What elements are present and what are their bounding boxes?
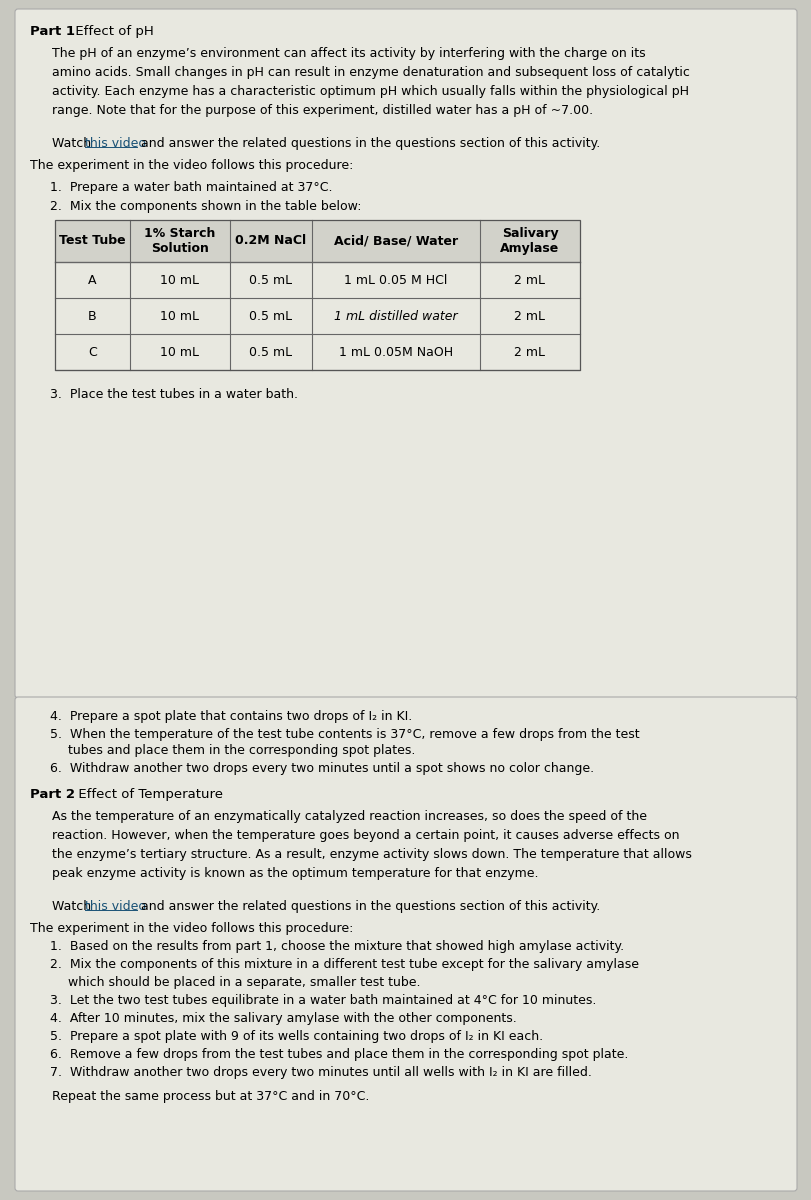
Text: 7.  Withdraw another two drops every two minutes until all wells with I₂ in KI a: 7. Withdraw another two drops every two …: [50, 1066, 591, 1079]
Text: . Effect of pH: . Effect of pH: [67, 25, 153, 38]
Text: 2.  Mix the components of this mixture in a different test tube except for the s: 2. Mix the components of this mixture in…: [50, 958, 638, 971]
Text: 0.5 mL: 0.5 mL: [249, 274, 292, 287]
Text: 6.  Withdraw another two drops every two minutes until a spot shows no color cha: 6. Withdraw another two drops every two …: [50, 762, 594, 775]
Text: which should be placed in a separate, smaller test tube.: which should be placed in a separate, sm…: [68, 976, 420, 989]
Text: this video: this video: [85, 900, 146, 913]
Text: Part 1: Part 1: [30, 25, 75, 38]
Text: Part 2: Part 2: [30, 788, 75, 802]
Text: 5.  When the temperature of the test tube contents is 37°C, remove a few drops f: 5. When the temperature of the test tube…: [50, 728, 639, 740]
Text: 4.  Prepare a spot plate that contains two drops of I₂ in KI.: 4. Prepare a spot plate that contains tw…: [50, 710, 412, 722]
Text: 2 mL: 2 mL: [514, 346, 545, 359]
Text: 0.5 mL: 0.5 mL: [249, 346, 292, 359]
Text: tubes and place them in the corresponding spot plates.: tubes and place them in the correspondin…: [68, 744, 415, 757]
Bar: [55, 220, 579, 262]
FancyBboxPatch shape: [15, 697, 796, 1190]
Text: 3.  Let the two test tubes equilibrate in a water bath maintained at 4°C for 10 : 3. Let the two test tubes equilibrate in…: [50, 994, 595, 1007]
Text: 1 mL distilled water: 1 mL distilled water: [334, 310, 457, 323]
Text: 1% Starch
Solution: 1% Starch Solution: [144, 227, 216, 254]
Bar: [55, 262, 579, 298]
Text: Watch: Watch: [52, 900, 95, 913]
Text: The experiment in the video follows this procedure:: The experiment in the video follows this…: [30, 922, 353, 935]
Text: Salivary
Amylase: Salivary Amylase: [500, 227, 559, 254]
Text: A: A: [88, 274, 97, 287]
Text: 4.  After 10 minutes, mix the salivary amylase with the other components.: 4. After 10 minutes, mix the salivary am…: [50, 1012, 516, 1025]
Text: As the temperature of an enzymatically catalyzed reaction increases, so does the: As the temperature of an enzymatically c…: [52, 810, 691, 880]
Text: 1 mL 0.05M NaOH: 1 mL 0.05M NaOH: [338, 346, 453, 359]
Text: Watch: Watch: [52, 137, 95, 150]
Text: Test Tube: Test Tube: [59, 234, 126, 247]
Text: and answer the related questions in the questions section of this activity.: and answer the related questions in the …: [137, 900, 599, 913]
Text: 2.  Mix the components shown in the table below:: 2. Mix the components shown in the table…: [50, 200, 361, 214]
FancyBboxPatch shape: [15, 8, 796, 698]
Bar: [55, 298, 579, 334]
Text: 10 mL: 10 mL: [161, 310, 200, 323]
Text: 1 mL 0.05 M HCl: 1 mL 0.05 M HCl: [344, 274, 447, 287]
Text: . Effect of Temperature: . Effect of Temperature: [70, 788, 223, 802]
Text: 1.  Based on the results from part 1, choose the mixture that showed high amylas: 1. Based on the results from part 1, cho…: [50, 940, 624, 953]
Text: 10 mL: 10 mL: [161, 274, 200, 287]
Bar: [55, 334, 579, 370]
Text: 3.  Place the test tubes in a water bath.: 3. Place the test tubes in a water bath.: [50, 388, 298, 401]
Text: 6.  Remove a few drops from the test tubes and place them in the corresponding s: 6. Remove a few drops from the test tube…: [50, 1048, 628, 1061]
Text: 0.5 mL: 0.5 mL: [249, 310, 292, 323]
Text: Acid/ Base/ Water: Acid/ Base/ Water: [333, 234, 457, 247]
Text: 0.2M NaCl: 0.2M NaCl: [235, 234, 307, 247]
Text: The experiment in the video follows this procedure:: The experiment in the video follows this…: [30, 158, 353, 172]
Text: C: C: [88, 346, 97, 359]
Text: Repeat the same process but at 37°C and in 70°C.: Repeat the same process but at 37°C and …: [52, 1090, 369, 1103]
Text: 2 mL: 2 mL: [514, 310, 545, 323]
Text: 1.  Prepare a water bath maintained at 37°C.: 1. Prepare a water bath maintained at 37…: [50, 181, 332, 194]
Text: and answer the related questions in the questions section of this activity.: and answer the related questions in the …: [137, 137, 599, 150]
Text: 10 mL: 10 mL: [161, 346, 200, 359]
Text: B: B: [88, 310, 97, 323]
Bar: [55, 220, 579, 370]
Text: The pH of an enzyme’s environment can affect its activity by interfering with th: The pH of an enzyme’s environment can af…: [52, 47, 689, 116]
Text: 5.  Prepare a spot plate with 9 of its wells containing two drops of I₂ in KI ea: 5. Prepare a spot plate with 9 of its we…: [50, 1030, 543, 1043]
Text: this video: this video: [85, 137, 146, 150]
Text: 2 mL: 2 mL: [514, 274, 545, 287]
